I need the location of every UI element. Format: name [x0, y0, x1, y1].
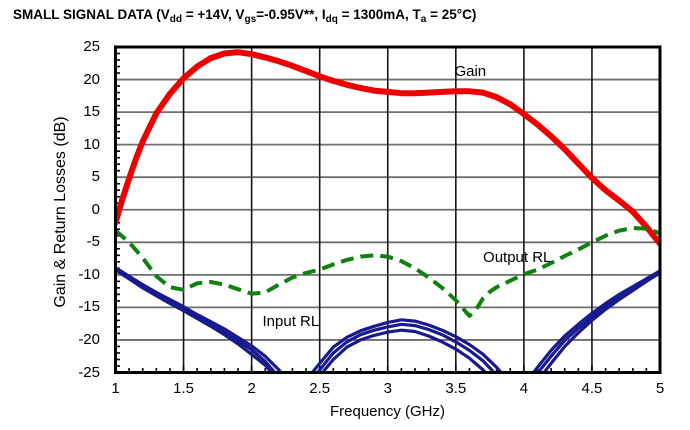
y-tick-label: 10 — [83, 135, 100, 153]
input-rl-label: Input RL — [262, 312, 320, 330]
x-tick-label: 2.5 — [309, 380, 331, 397]
series-output-rl — [115, 226, 660, 318]
chart-title: SMALL SIGNAL DATA (Vdd = +14V, Vgs=-0.95… — [13, 7, 476, 25]
x-tick-label: 4.5 — [581, 380, 603, 397]
title-text: = 1300mA, T — [337, 7, 421, 22]
x-tick-label: 3.5 — [445, 380, 467, 397]
gain-label: Gain — [454, 62, 487, 80]
x-axis-title: Frequency (GHz) — [329, 403, 446, 420]
title-text: SMALL SIGNAL DATA (V — [13, 7, 170, 22]
x-tick-label: 3 — [383, 380, 392, 397]
y-tick-label: 15 — [83, 103, 100, 121]
y-tick-label: 20 — [83, 70, 100, 88]
title-text: =-0.95V**, I — [256, 7, 326, 22]
y-tick-label: -15 — [78, 298, 100, 316]
x-tick-label: 2 — [247, 380, 256, 397]
title-subscript: gs — [244, 14, 257, 25]
title-subscript: dd — [169, 14, 182, 25]
x-tick-label: 4 — [519, 380, 529, 397]
y-tick-label: 25 — [83, 38, 100, 55]
y-axis-title: Gain & Return Losses (dB) — [52, 116, 69, 308]
x-tick-label: 5 — [655, 380, 665, 397]
x-tick-label: 1 — [111, 380, 120, 397]
y-tick-label: -10 — [78, 265, 100, 283]
x-tick-label: 1.5 — [173, 380, 194, 397]
title-text: = 25°C) — [426, 7, 477, 22]
series-input-rl-trace-1- — [115, 266, 660, 373]
plot-border — [114, 45, 662, 374]
title-subscript: a — [420, 14, 427, 25]
y-tick-label: -20 — [78, 330, 100, 348]
series-input-rl-trace-2- — [115, 267, 660, 373]
y-tick-label: 5 — [91, 168, 100, 186]
curves-layer — [115, 49, 660, 373]
series-gain — [115, 49, 660, 247]
y-tick-label: -25 — [78, 363, 100, 381]
title-text: = +14V, V — [181, 7, 245, 22]
y-tick-label: 0 — [91, 200, 100, 218]
y-tick-label: -5 — [86, 233, 100, 251]
output-rl-label: Output RL — [483, 248, 552, 266]
series-input-rl-trace-3- — [115, 268, 660, 373]
title-subscript: dq — [325, 14, 338, 25]
